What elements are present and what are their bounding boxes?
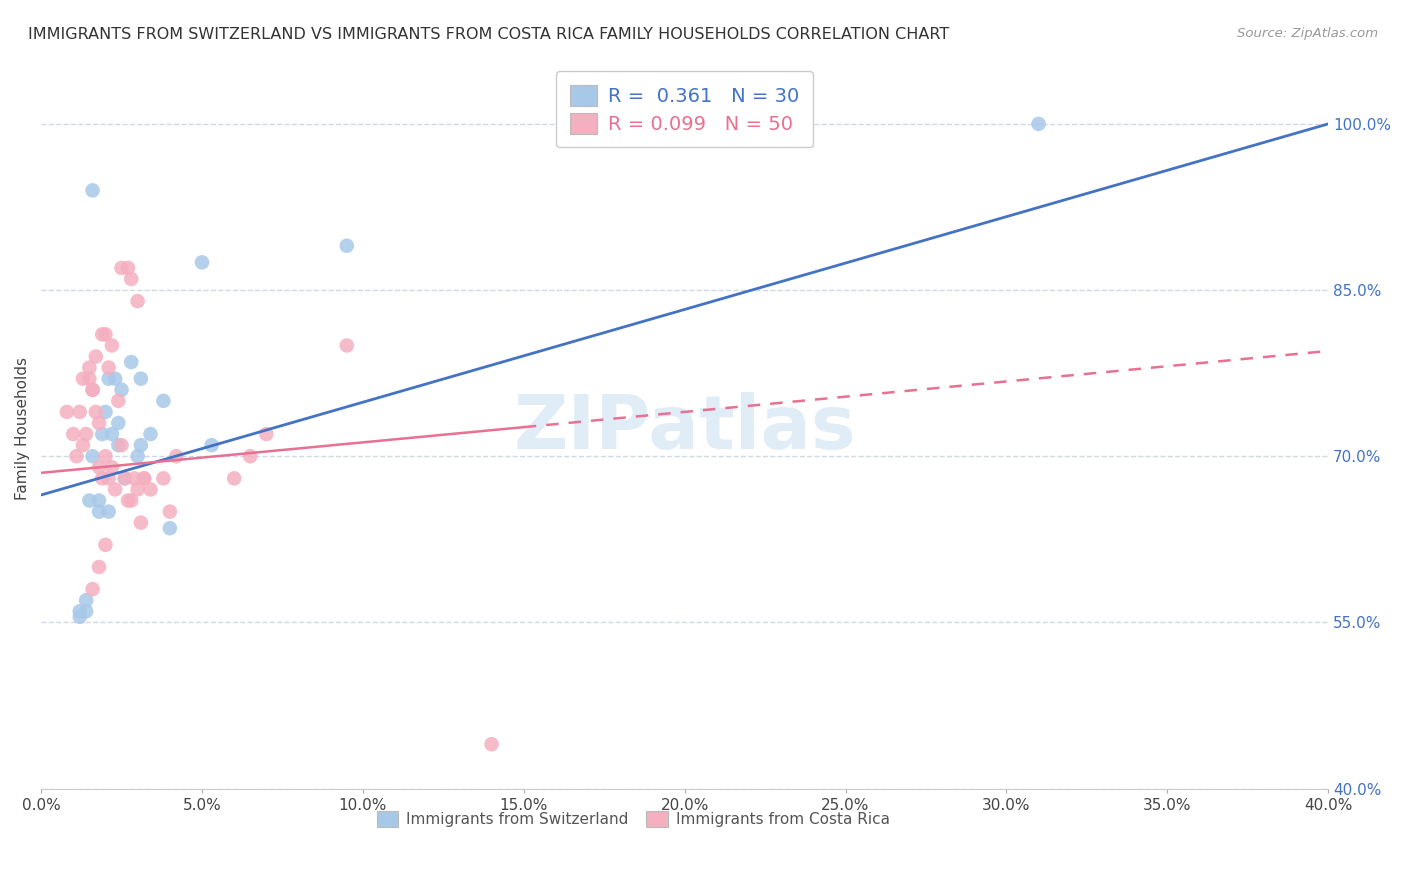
Point [114, 471, 136, 485]
Text: Source: ZipAtlas.com: Source: ZipAtlas.com [1237, 27, 1378, 40]
Point [110, 383, 132, 397]
Point [191, 255, 214, 269]
Point [87, 416, 110, 430]
Point [82, 383, 104, 397]
Point [107, 438, 129, 452]
Point [107, 416, 129, 430]
Point [127, 294, 149, 309]
Point [62, 427, 84, 442]
Y-axis label: Family Households: Family Households [15, 357, 30, 500]
Point [201, 438, 224, 452]
Point [101, 460, 124, 475]
Point [336, 338, 359, 352]
Point [139, 427, 162, 442]
Point [94, 449, 117, 463]
Point [56, 405, 79, 419]
Point [127, 483, 149, 497]
Point [94, 327, 117, 342]
Point [159, 521, 181, 535]
Point [124, 471, 146, 485]
Point [120, 272, 142, 286]
Point [82, 183, 104, 197]
Point [75, 593, 97, 607]
Point [159, 505, 181, 519]
Point [481, 737, 503, 751]
Point [132, 471, 155, 485]
Point [87, 460, 110, 475]
Point [1028, 117, 1050, 131]
Point [254, 427, 277, 442]
Point [94, 538, 117, 552]
Point [91, 427, 114, 442]
Text: IMMIGRANTS FROM SWITZERLAND VS IMMIGRANTS FROM COSTA RICA FAMILY HOUSEHOLDS CORR: IMMIGRANTS FROM SWITZERLAND VS IMMIGRANT… [28, 27, 949, 42]
Point [82, 383, 104, 397]
Point [75, 604, 97, 618]
Text: ZIPatlas: ZIPatlas [513, 392, 856, 465]
Point [87, 560, 110, 574]
Point [72, 372, 94, 386]
Point [65, 449, 87, 463]
Point [110, 438, 132, 452]
Point [104, 483, 127, 497]
Point [127, 449, 149, 463]
Point [75, 427, 97, 442]
Point [110, 260, 132, 275]
Point [101, 427, 124, 442]
Point [82, 582, 104, 596]
Point [87, 505, 110, 519]
Point [69, 610, 91, 624]
Point [224, 471, 246, 485]
Point [129, 438, 152, 452]
Point [152, 471, 174, 485]
Point [117, 493, 139, 508]
Point [84, 405, 107, 419]
Point [79, 372, 101, 386]
Point [120, 493, 142, 508]
Point [82, 449, 104, 463]
Point [114, 471, 136, 485]
Point [69, 604, 91, 618]
Point [117, 260, 139, 275]
Point [129, 372, 152, 386]
Point [79, 493, 101, 508]
Point [84, 350, 107, 364]
Legend: Immigrants from Switzerland, Immigrants from Costa Rica: Immigrants from Switzerland, Immigrants … [370, 804, 897, 835]
Point [72, 438, 94, 452]
Point [165, 449, 187, 463]
Point [120, 355, 142, 369]
Point [152, 393, 174, 408]
Point [336, 239, 359, 253]
Point [101, 338, 124, 352]
Point [97, 360, 120, 375]
Point [97, 372, 120, 386]
Point [139, 483, 162, 497]
Point [132, 471, 155, 485]
Point [104, 372, 127, 386]
Point [107, 393, 129, 408]
Point [69, 405, 91, 419]
Point [79, 360, 101, 375]
Point [91, 327, 114, 342]
Point [239, 449, 262, 463]
Point [129, 516, 152, 530]
Point [97, 471, 120, 485]
Point [91, 471, 114, 485]
Point [97, 505, 120, 519]
Point [94, 405, 117, 419]
Point [87, 493, 110, 508]
